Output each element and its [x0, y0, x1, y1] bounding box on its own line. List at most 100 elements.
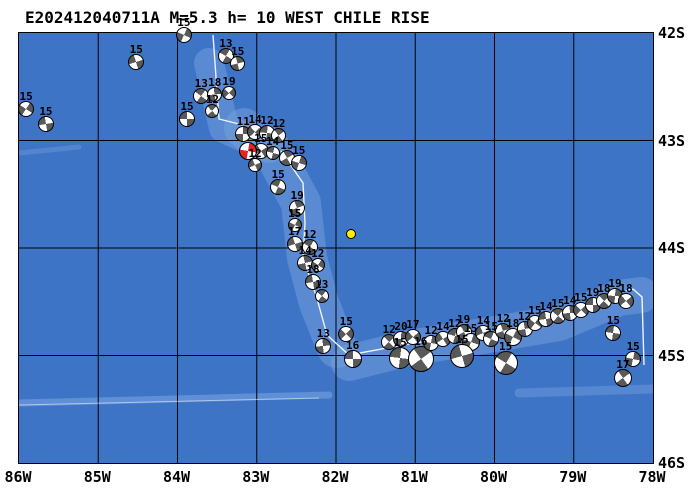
depth-label: 15	[484, 320, 498, 334]
depth-label: 12	[303, 227, 317, 241]
depth-label: 12	[260, 113, 274, 127]
depth-label: 14	[539, 299, 553, 313]
depth-label: 15	[271, 167, 285, 181]
depth-label: 18	[306, 263, 320, 277]
depth-label: 15	[288, 207, 302, 221]
lon-axis-label: 86W	[4, 468, 32, 486]
focal-mechanism-beachball	[230, 55, 246, 71]
focal-mechanism-beachball	[289, 200, 306, 217]
focal-mechanism-beachball	[271, 127, 287, 143]
focal-mechanism-beachball	[315, 337, 332, 354]
depth-label: 18	[619, 281, 633, 295]
depth-label: 12	[205, 93, 219, 107]
lat-axis-label: 45S	[658, 346, 686, 365]
depth-label: 17	[406, 318, 420, 332]
depth-label: 13	[315, 278, 329, 292]
depth-label: 12	[382, 322, 396, 336]
focal-mechanism-beachball	[310, 258, 325, 273]
depth-label: 14	[436, 320, 450, 334]
lat-axis-label: 46S	[658, 454, 686, 472]
depth-label: 16	[414, 334, 428, 348]
depth-label: 15	[551, 296, 565, 310]
depth-label: 14	[298, 244, 312, 258]
lon-axis-label: 79W	[559, 468, 587, 486]
focal-mechanism-beachball	[605, 324, 622, 341]
depth-label: 20	[394, 320, 408, 334]
depth-label: 12	[248, 147, 262, 161]
depth-label: 15	[626, 339, 640, 353]
depth-label: 11	[236, 115, 250, 129]
depth-label: 15	[606, 313, 620, 327]
focal-mechanism-beachball	[305, 274, 322, 291]
depth-label: 14	[265, 135, 280, 149]
depth-label: 15	[180, 100, 194, 113]
focal-mechanism-beachball	[287, 218, 302, 233]
depth-label: 15	[231, 44, 245, 58]
depth-label: 15	[464, 321, 478, 335]
depth-label: 14	[563, 293, 577, 307]
depth-label: 19	[586, 285, 600, 299]
depth-label: 15	[280, 138, 294, 152]
focal-mechanism-beachball	[205, 104, 220, 119]
epicenter-marker	[346, 229, 357, 240]
focal-mechanism-beachball	[314, 289, 329, 304]
focal-mechanism-beachball	[248, 158, 263, 173]
depth-label: 13	[219, 36, 233, 50]
focal-mechanism-beachball	[265, 146, 280, 161]
depth-label: 15	[39, 105, 53, 119]
depth-label: 18	[506, 317, 520, 331]
lon-axis-label: 83W	[242, 468, 270, 486]
depth-label: 15	[393, 335, 407, 349]
depth-label: 15	[254, 132, 268, 146]
focal-mechanism-beachball	[18, 101, 35, 118]
depth-label: 15	[292, 144, 306, 158]
depth-label: 15	[574, 291, 588, 305]
focal-mechanism-beachball	[450, 343, 474, 368]
events-layer: 15 15 13 15 15 15 13 18 19 15 12 11 14 12 12 15 14 15 15 12…	[18, 17, 653, 463]
lon-axis-label: 80W	[479, 468, 508, 486]
focal-mechanism-beachball	[222, 86, 236, 101]
depth-label: 17	[288, 224, 302, 238]
depth-label: 18	[208, 75, 222, 89]
depth-label: 14	[476, 313, 491, 327]
focal-mechanism-beachball	[338, 326, 355, 342]
depth-label: 15	[498, 340, 513, 354]
focal-mechanism-beachball	[207, 86, 223, 102]
depth-label: 15	[129, 43, 143, 57]
focal-mechanism-beachball	[270, 178, 287, 195]
depth-label: 19	[456, 312, 471, 326]
depth-label: 19	[290, 189, 304, 203]
lat-axis-label: 43S	[658, 131, 686, 150]
focal-mechanism-beachball	[179, 111, 195, 127]
lon-axis-label: 78W	[638, 468, 666, 486]
focal-mechanism-beachball	[493, 351, 518, 376]
depth-label: 12	[496, 311, 510, 325]
depth-label: 15	[528, 304, 542, 318]
focal-mechanism-beachball	[217, 47, 234, 64]
focal-mechanism-beachball	[301, 238, 318, 255]
focal-mechanism-beachball	[37, 116, 54, 133]
depth-label: 12	[272, 116, 286, 130]
map-canvas: 15 15 13 15 15 15 13 18 19 15 12 11 14 12 12 15 14 15 15 12…	[18, 17, 654, 464]
main-event-beachball	[239, 142, 258, 161]
depth-label: 12	[448, 317, 462, 331]
depth-label: 19	[222, 75, 236, 89]
focal-mechanism-beachball	[613, 369, 632, 388]
depth-label: 15	[339, 315, 353, 328]
depth-label: 15	[19, 90, 33, 104]
focal-mechanism-beachball	[625, 350, 642, 367]
lat-axis-label: 44S	[658, 239, 686, 257]
grid-lines	[19, 33, 653, 463]
focal-mechanism-beachball	[290, 155, 307, 172]
depth-label: 13	[316, 326, 330, 340]
focal-mechanism-beachball	[618, 292, 635, 309]
lon-axis-label: 84W	[162, 468, 191, 486]
lat-axis-label: 42S	[658, 24, 686, 42]
plot-title: E202412040711A M=5.3 h= 10 WEST CHILE RI…	[25, 8, 430, 27]
focal-mechanism-beachball	[343, 349, 362, 368]
depth-label: 13	[194, 77, 208, 91]
focal-mechanism-beachball	[128, 54, 145, 71]
depth-label: 14	[248, 112, 262, 126]
lon-axis-label: 82W	[321, 468, 349, 486]
focal-mechanism-beachball	[404, 329, 421, 346]
